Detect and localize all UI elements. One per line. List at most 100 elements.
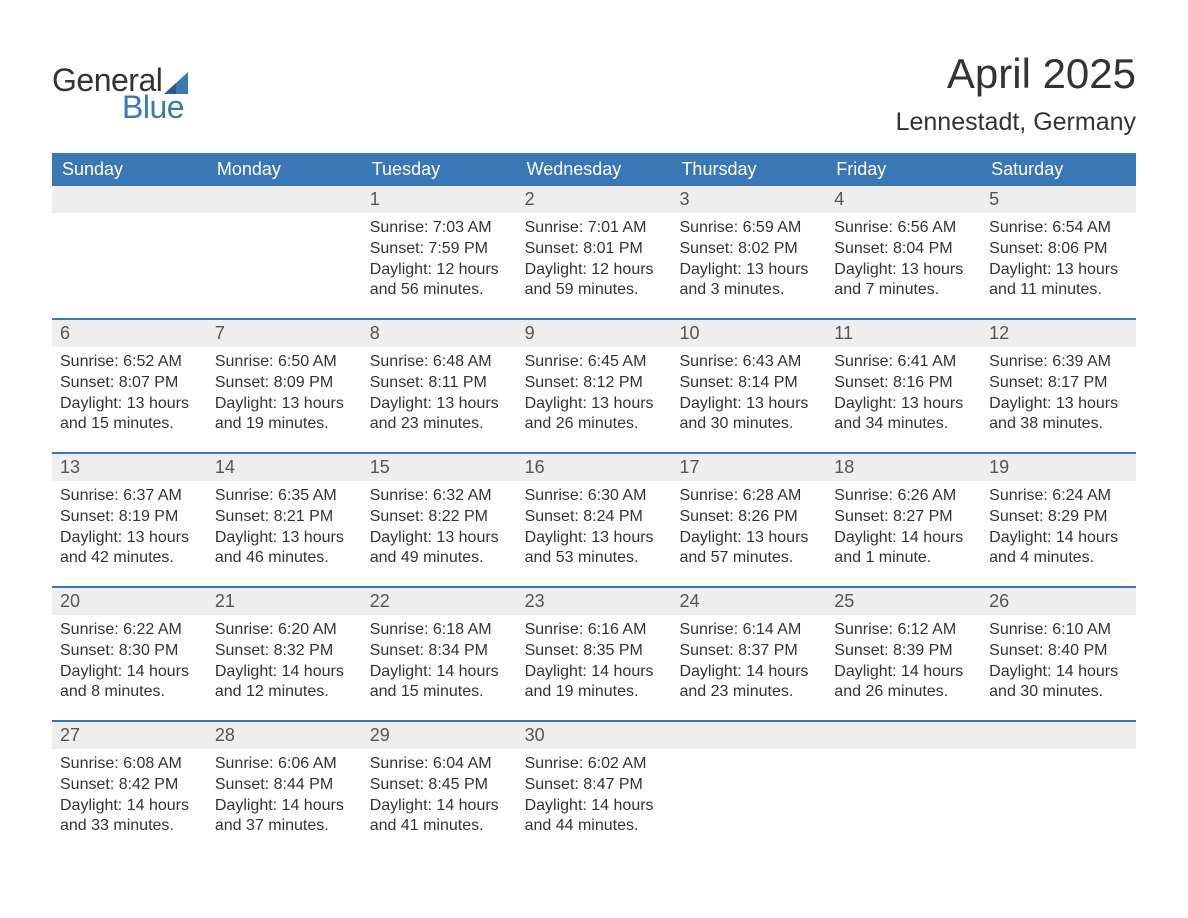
day-cell <box>826 722 981 854</box>
sunrise-text: Sunrise: 7:01 AM <box>525 218 664 239</box>
sunrise-text: Sunrise: 6:14 AM <box>679 620 818 641</box>
day-cell: 14Sunrise: 6:35 AMSunset: 8:21 PMDayligh… <box>207 454 362 586</box>
day-body: Sunrise: 6:12 AMSunset: 8:39 PMDaylight:… <box>826 615 981 709</box>
sunrise-text: Sunrise: 6:24 AM <box>989 486 1128 507</box>
day-header-cell: Sunday <box>52 153 207 186</box>
brand-logo: General Blue <box>52 62 188 126</box>
day-body: Sunrise: 6:37 AMSunset: 8:19 PMDaylight:… <box>52 481 207 575</box>
sunset-text: Sunset: 8:35 PM <box>525 641 664 662</box>
day-cell: 11Sunrise: 6:41 AMSunset: 8:16 PMDayligh… <box>826 320 981 452</box>
day-number: 22 <box>362 588 517 615</box>
day-header-cell: Tuesday <box>362 153 517 186</box>
day-number: 13 <box>52 454 207 481</box>
day-cell: 21Sunrise: 6:20 AMSunset: 8:32 PMDayligh… <box>207 588 362 720</box>
sunset-text: Sunset: 8:22 PM <box>370 507 509 528</box>
sunrise-text: Sunrise: 6:59 AM <box>679 218 818 239</box>
sunrise-text: Sunrise: 6:28 AM <box>679 486 818 507</box>
day-number: 25 <box>826 588 981 615</box>
week-row: 20Sunrise: 6:22 AMSunset: 8:30 PMDayligh… <box>52 586 1136 720</box>
day-cell <box>52 186 207 318</box>
sunset-text: Sunset: 8:44 PM <box>215 775 354 796</box>
day-cell: 4Sunrise: 6:56 AMSunset: 8:04 PMDaylight… <box>826 186 981 318</box>
daylight-text: Daylight: 13 hours and 3 minutes. <box>679 260 818 302</box>
day-number <box>52 186 207 213</box>
day-number: 5 <box>981 186 1136 213</box>
sunrise-text: Sunrise: 6:32 AM <box>370 486 509 507</box>
sunrise-text: Sunrise: 6:35 AM <box>215 486 354 507</box>
day-header-cell: Saturday <box>981 153 1136 186</box>
sunset-text: Sunset: 8:06 PM <box>989 239 1128 260</box>
day-number: 9 <box>517 320 672 347</box>
sunrise-text: Sunrise: 6:18 AM <box>370 620 509 641</box>
sunrise-text: Sunrise: 6:16 AM <box>525 620 664 641</box>
day-cell: 8Sunrise: 6:48 AMSunset: 8:11 PMDaylight… <box>362 320 517 452</box>
daylight-text: Daylight: 14 hours and 4 minutes. <box>989 528 1128 570</box>
sunrise-text: Sunrise: 6:06 AM <box>215 754 354 775</box>
sunrise-text: Sunrise: 7:03 AM <box>370 218 509 239</box>
day-body: Sunrise: 6:59 AMSunset: 8:02 PMDaylight:… <box>671 213 826 307</box>
sunset-text: Sunset: 8:21 PM <box>215 507 354 528</box>
day-body: Sunrise: 6:43 AMSunset: 8:14 PMDaylight:… <box>671 347 826 441</box>
daylight-text: Daylight: 13 hours and 46 minutes. <box>215 528 354 570</box>
day-cell <box>981 722 1136 854</box>
day-cell: 25Sunrise: 6:12 AMSunset: 8:39 PMDayligh… <box>826 588 981 720</box>
sunset-text: Sunset: 8:47 PM <box>525 775 664 796</box>
day-cell: 23Sunrise: 6:16 AMSunset: 8:35 PMDayligh… <box>517 588 672 720</box>
sunrise-text: Sunrise: 6:08 AM <box>60 754 199 775</box>
daylight-text: Daylight: 13 hours and 38 minutes. <box>989 394 1128 436</box>
daylight-text: Daylight: 13 hours and 30 minutes. <box>679 394 818 436</box>
day-cell: 22Sunrise: 6:18 AMSunset: 8:34 PMDayligh… <box>362 588 517 720</box>
day-cell: 26Sunrise: 6:10 AMSunset: 8:40 PMDayligh… <box>981 588 1136 720</box>
sunset-text: Sunset: 8:04 PM <box>834 239 973 260</box>
day-header-cell: Friday <box>826 153 981 186</box>
day-body: Sunrise: 6:06 AMSunset: 8:44 PMDaylight:… <box>207 749 362 843</box>
day-body: Sunrise: 6:35 AMSunset: 8:21 PMDaylight:… <box>207 481 362 575</box>
sunrise-text: Sunrise: 6:20 AM <box>215 620 354 641</box>
day-body: Sunrise: 6:50 AMSunset: 8:09 PMDaylight:… <box>207 347 362 441</box>
day-header-cell: Monday <box>207 153 362 186</box>
day-number: 18 <box>826 454 981 481</box>
page-header: General Blue April 2025 Lennestadt, Germ… <box>52 50 1136 137</box>
day-cell <box>671 722 826 854</box>
sunset-text: Sunset: 8:01 PM <box>525 239 664 260</box>
day-body: Sunrise: 6:56 AMSunset: 8:04 PMDaylight:… <box>826 213 981 307</box>
daylight-text: Daylight: 14 hours and 30 minutes. <box>989 662 1128 704</box>
day-body: Sunrise: 6:26 AMSunset: 8:27 PMDaylight:… <box>826 481 981 575</box>
sunrise-text: Sunrise: 6:45 AM <box>525 352 664 373</box>
day-number <box>981 722 1136 749</box>
logo-text-blue: Blue <box>122 89 188 126</box>
daylight-text: Daylight: 13 hours and 7 minutes. <box>834 260 973 302</box>
day-number <box>826 722 981 749</box>
day-cell: 3Sunrise: 6:59 AMSunset: 8:02 PMDaylight… <box>671 186 826 318</box>
daylight-text: Daylight: 14 hours and 26 minutes. <box>834 662 973 704</box>
sunset-text: Sunset: 7:59 PM <box>370 239 509 260</box>
day-body: Sunrise: 6:10 AMSunset: 8:40 PMDaylight:… <box>981 615 1136 709</box>
sunrise-text: Sunrise: 6:10 AM <box>989 620 1128 641</box>
daylight-text: Daylight: 13 hours and 19 minutes. <box>215 394 354 436</box>
sunrise-text: Sunrise: 6:54 AM <box>989 218 1128 239</box>
day-body: Sunrise: 6:14 AMSunset: 8:37 PMDaylight:… <box>671 615 826 709</box>
daylight-text: Daylight: 14 hours and 19 minutes. <box>525 662 664 704</box>
day-cell: 17Sunrise: 6:28 AMSunset: 8:26 PMDayligh… <box>671 454 826 586</box>
day-body: Sunrise: 6:52 AMSunset: 8:07 PMDaylight:… <box>52 347 207 441</box>
day-number: 29 <box>362 722 517 749</box>
daylight-text: Daylight: 13 hours and 49 minutes. <box>370 528 509 570</box>
sunset-text: Sunset: 8:24 PM <box>525 507 664 528</box>
sunrise-text: Sunrise: 6:41 AM <box>834 352 973 373</box>
day-number: 16 <box>517 454 672 481</box>
daylight-text: Daylight: 14 hours and 41 minutes. <box>370 796 509 838</box>
sunset-text: Sunset: 8:26 PM <box>679 507 818 528</box>
day-body: Sunrise: 7:03 AMSunset: 7:59 PMDaylight:… <box>362 213 517 307</box>
day-body: Sunrise: 6:39 AMSunset: 8:17 PMDaylight:… <box>981 347 1136 441</box>
day-cell: 30Sunrise: 6:02 AMSunset: 8:47 PMDayligh… <box>517 722 672 854</box>
sunset-text: Sunset: 8:27 PM <box>834 507 973 528</box>
sunset-text: Sunset: 8:30 PM <box>60 641 199 662</box>
sunset-text: Sunset: 8:40 PM <box>989 641 1128 662</box>
day-number: 26 <box>981 588 1136 615</box>
daylight-text: Daylight: 12 hours and 59 minutes. <box>525 260 664 302</box>
day-number: 6 <box>52 320 207 347</box>
day-cell: 24Sunrise: 6:14 AMSunset: 8:37 PMDayligh… <box>671 588 826 720</box>
day-cell: 9Sunrise: 6:45 AMSunset: 8:12 PMDaylight… <box>517 320 672 452</box>
daylight-text: Daylight: 14 hours and 33 minutes. <box>60 796 199 838</box>
day-number: 15 <box>362 454 517 481</box>
